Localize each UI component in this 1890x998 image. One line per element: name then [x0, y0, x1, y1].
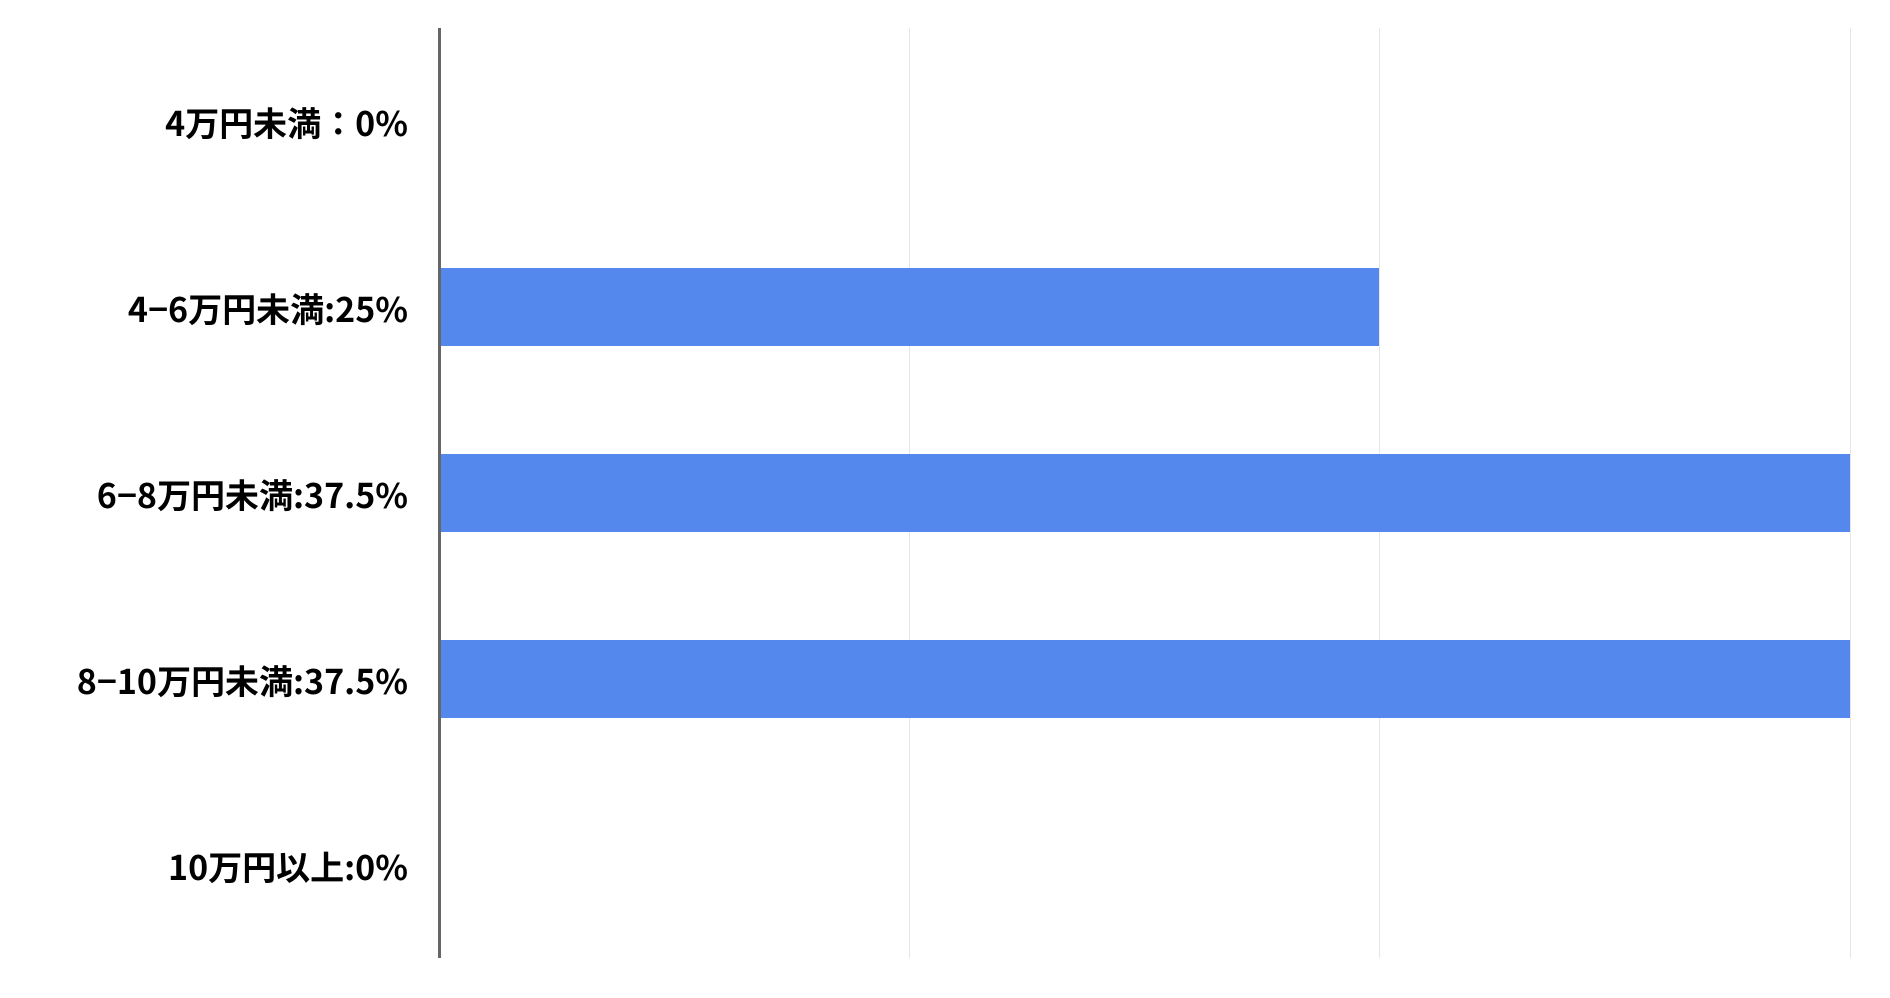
bar-label: 10万円以上:0% — [168, 841, 438, 890]
horizontal-bar-chart: 4万円未満：0% 4−6万円未満:25% 6−8万円未満:37.5% 8−10万円未満… — [0, 0, 1890, 998]
bar-label: 8−10万円未満:37.5% — [77, 655, 438, 704]
bar-row: 6−8万円未満:37.5% — [438, 454, 1850, 532]
plot-area: 4万円未満：0% 4−6万円未満:25% 6−8万円未満:37.5% 8−10万円未満… — [438, 28, 1850, 958]
bar — [438, 268, 1379, 346]
gridline — [1850, 28, 1851, 958]
bar — [438, 454, 1850, 532]
bar — [438, 640, 1850, 718]
y-axis-line — [438, 28, 441, 958]
bar-row: 4万円未満：0% — [438, 82, 1850, 160]
bar-row: 8−10万円未満:37.5% — [438, 640, 1850, 718]
bar-label: 4万円未満：0% — [165, 97, 438, 146]
bar-label: 4−6万円未満:25% — [128, 283, 438, 332]
bar-row: 4−6万円未満:25% — [438, 268, 1850, 346]
bar-row: 10万円以上:0% — [438, 826, 1850, 904]
bar-label: 6−8万円未満:37.5% — [97, 469, 438, 518]
